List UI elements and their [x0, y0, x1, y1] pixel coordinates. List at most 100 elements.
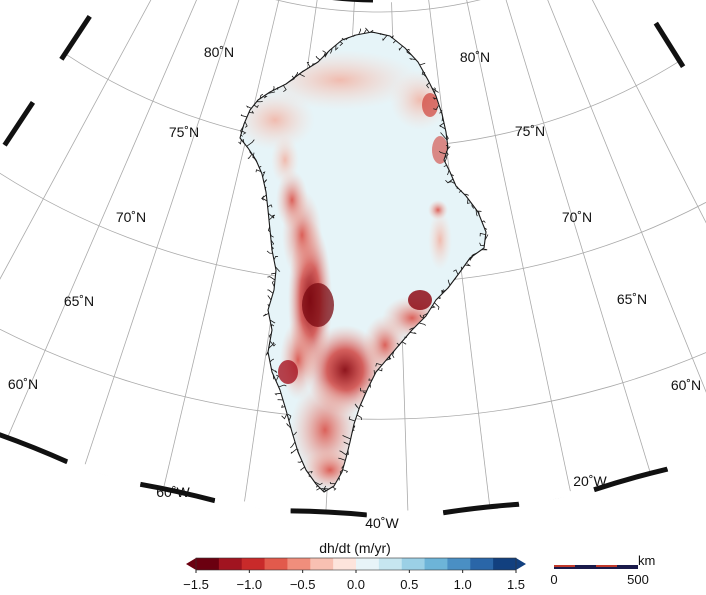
lon-label-60w: 60˚W [156, 484, 190, 500]
lat-label-80-right: 80˚N [460, 49, 490, 65]
fjord-line [247, 153, 253, 159]
frame-border-segment [290, 508, 368, 518]
fjord-line [244, 121, 248, 128]
colorbar-cell [424, 558, 448, 570]
frame-border-segment [518, 487, 595, 507]
fjord-line [447, 169, 450, 176]
fjord-line [265, 351, 270, 356]
colorbar-tick-label: −1.5 [183, 577, 209, 592]
scale-bar-unit: km [638, 553, 655, 568]
frame-border-segment [366, 510, 444, 518]
fjord-line [432, 97, 438, 100]
fjord-line [281, 404, 286, 408]
lon-label-40w: 40˚W [365, 515, 399, 531]
fjord-line [408, 58, 416, 61]
fjord-line [273, 256, 279, 261]
fjord-line [354, 403, 360, 410]
fjord-line [471, 203, 475, 209]
fjord-line [453, 277, 457, 281]
colorbar-arrow-high [516, 558, 526, 570]
frame-border-segment [214, 498, 292, 514]
lon-label-20w: 20˚W [573, 473, 607, 489]
fjord-line [242, 138, 245, 144]
fjord-line [293, 71, 298, 79]
fjord-line [307, 470, 313, 474]
fjord-line [458, 189, 462, 193]
meridian-line [500, 0, 652, 475]
fjord-line [379, 32, 382, 35]
lat-label-65-right: 65˚N [617, 291, 647, 307]
frame-border-segment [87, 0, 104, 18]
fjord-line [329, 481, 336, 485]
meridian-line [83, 0, 247, 468]
fjord-line [437, 297, 441, 300]
fjord-line [270, 239, 275, 245]
colorbar-cell [241, 558, 266, 570]
frame-border-segment [59, 14, 92, 61]
fjord-line [422, 312, 428, 319]
fjord-line [460, 266, 463, 270]
fjord-line [445, 145, 448, 151]
fjord-line [264, 186, 267, 190]
fjord-line [271, 246, 274, 251]
fjord-line [297, 449, 300, 456]
fjord-line [406, 48, 411, 51]
fjord-line [270, 272, 276, 275]
fjord-line [297, 460, 303, 463]
fjord-line [464, 263, 472, 267]
fjord-line [267, 303, 270, 307]
fjord-line [238, 139, 242, 145]
meridian-line [568, 0, 706, 413]
fjord-line [351, 428, 355, 434]
fjord-line [271, 280, 275, 287]
fjord-line [339, 470, 343, 475]
fjord-line [339, 450, 347, 456]
fjord-line [401, 341, 407, 345]
fjord-line [453, 269, 459, 275]
fjord-line [329, 48, 333, 54]
fjord-line [258, 165, 262, 168]
fjord-line [271, 368, 278, 373]
colorbar-tick-label: −0.5 [290, 577, 316, 592]
fjord-line [287, 413, 292, 422]
fjord-line [478, 210, 482, 216]
meridian-line [6, 0, 212, 439]
fjord-line [348, 416, 356, 422]
fjord-line [342, 469, 348, 474]
fjord-line [278, 384, 287, 388]
fjord-line [248, 110, 255, 114]
fjord-line [422, 71, 427, 78]
fjord-line [356, 414, 362, 421]
fjord-line [419, 62, 426, 66]
fjord-line [246, 139, 255, 147]
colorbar-cell [264, 558, 288, 570]
frame-border-segment [0, 432, 69, 465]
fjord-line [398, 45, 403, 51]
fjord-line [377, 368, 383, 372]
fjord-line [475, 209, 478, 217]
fjord-line [345, 37, 350, 41]
frame-border [0, 0, 686, 518]
parallel-line [139, 0, 608, 13]
fjord-line [268, 213, 275, 219]
fjord-line [440, 132, 448, 141]
fjord-line [267, 276, 276, 281]
fjord-line [301, 69, 305, 72]
fjord-line [337, 477, 340, 481]
fjord-line [272, 374, 275, 380]
fjord-line [290, 448, 298, 454]
colorbar: dh/dt (m/yr) −1.5 −1.0 −0.5 0.0 0.5 1.0 1.5 [183, 540, 526, 592]
colorbar-tick-label: −1.0 [236, 577, 262, 592]
fjord-line [479, 232, 486, 237]
frame-border-segment [653, 21, 686, 69]
fjord-line [338, 457, 346, 461]
colorbar-cell [310, 558, 334, 570]
fjord-line [263, 179, 268, 184]
fjord-line [315, 55, 321, 61]
fjord-line [269, 233, 274, 238]
fjord-line [419, 314, 424, 319]
fjord-line [439, 110, 443, 114]
colorbar-cell [447, 558, 471, 570]
scale-bar: km 0 500 [550, 553, 655, 587]
colorbar-cells [186, 557, 526, 571]
